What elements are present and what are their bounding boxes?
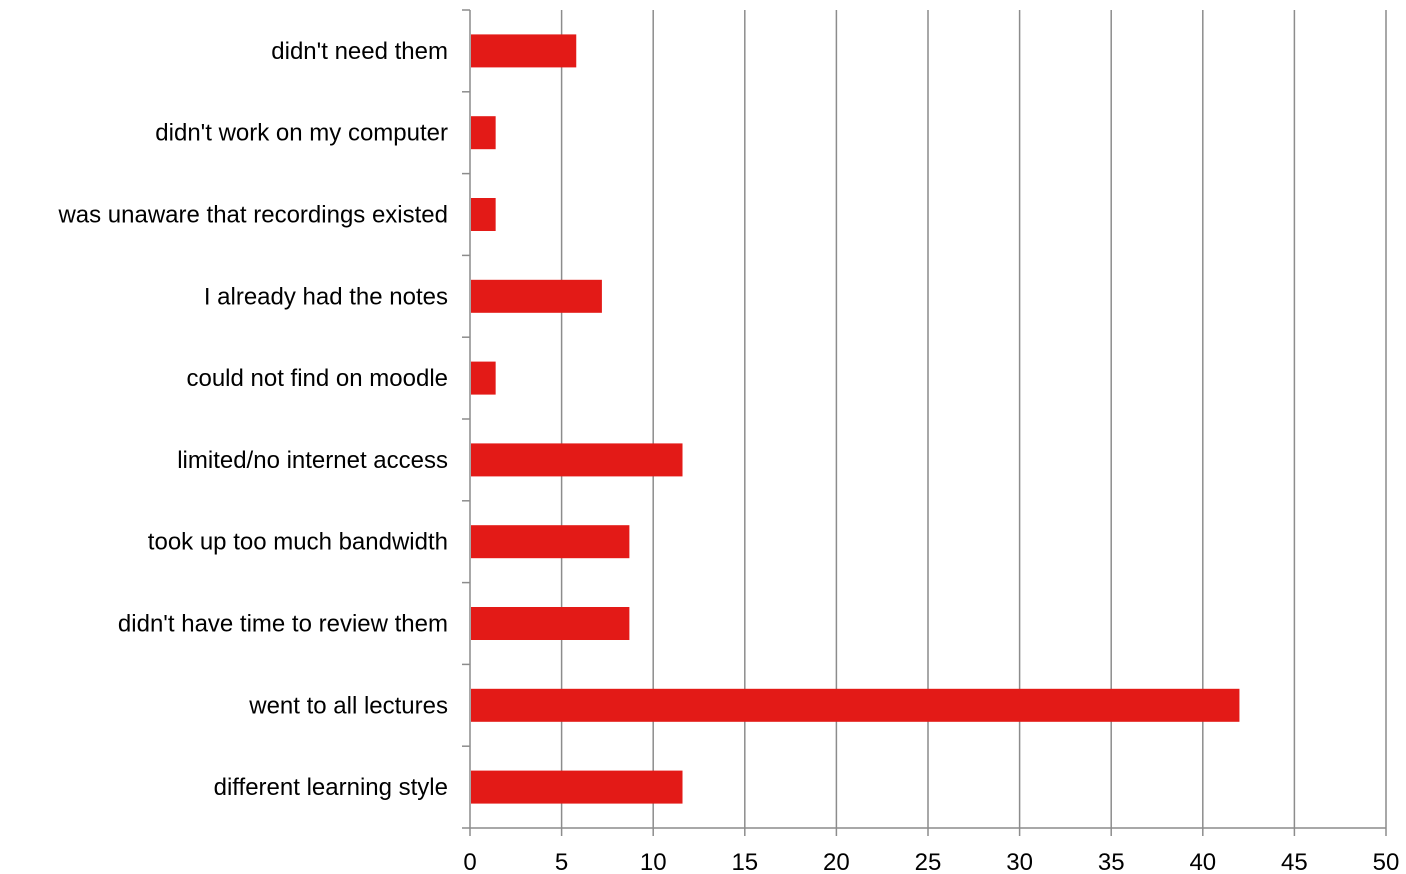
x-tick-label: 0 bbox=[463, 849, 476, 874]
bars bbox=[471, 34, 1240, 804]
x-tick-label: 15 bbox=[731, 849, 758, 874]
category-labels: didn't need them didn't work on my comput… bbox=[57, 38, 448, 801]
bar bbox=[471, 361, 496, 395]
bar bbox=[471, 688, 1240, 722]
x-tick-label: 5 bbox=[555, 849, 568, 874]
category-label: could not find on moodle bbox=[186, 365, 448, 392]
gridlines bbox=[560, 10, 1387, 828]
category-label: limited/no internet access bbox=[177, 447, 448, 474]
bar bbox=[471, 34, 577, 68]
x-tick-label: 25 bbox=[915, 849, 942, 874]
category-label: went to all lectures bbox=[248, 692, 448, 719]
x-tick-label: 50 bbox=[1373, 849, 1400, 874]
bar bbox=[471, 607, 630, 640]
bar bbox=[471, 198, 496, 231]
bar bbox=[471, 279, 602, 313]
category-label: was unaware that recordings existed bbox=[57, 202, 448, 229]
category-label: took up too much bandwidth bbox=[148, 529, 448, 556]
x-tick-label: 35 bbox=[1098, 849, 1125, 874]
bar bbox=[471, 525, 630, 559]
x-tick-label: 30 bbox=[1006, 849, 1033, 874]
bar bbox=[471, 443, 683, 477]
bar bbox=[471, 116, 496, 150]
x-tick-label: 45 bbox=[1281, 849, 1308, 874]
axes bbox=[462, 9, 1387, 836]
x-tick-label: 40 bbox=[1189, 849, 1216, 874]
x-tick-label: 10 bbox=[640, 849, 667, 874]
category-label: didn't have time to review them bbox=[118, 611, 448, 638]
category-label: I already had the notes bbox=[204, 283, 448, 310]
bar bbox=[471, 770, 683, 804]
category-label: didn't need them bbox=[271, 38, 448, 65]
x-tick-label: 20 bbox=[823, 849, 850, 874]
category-label: different learning style bbox=[214, 774, 448, 801]
x-tick-labels: 0 5 10 15 20 25 30 35 40 45 50 bbox=[463, 849, 1399, 874]
category-label: didn't work on my computer bbox=[155, 120, 448, 147]
